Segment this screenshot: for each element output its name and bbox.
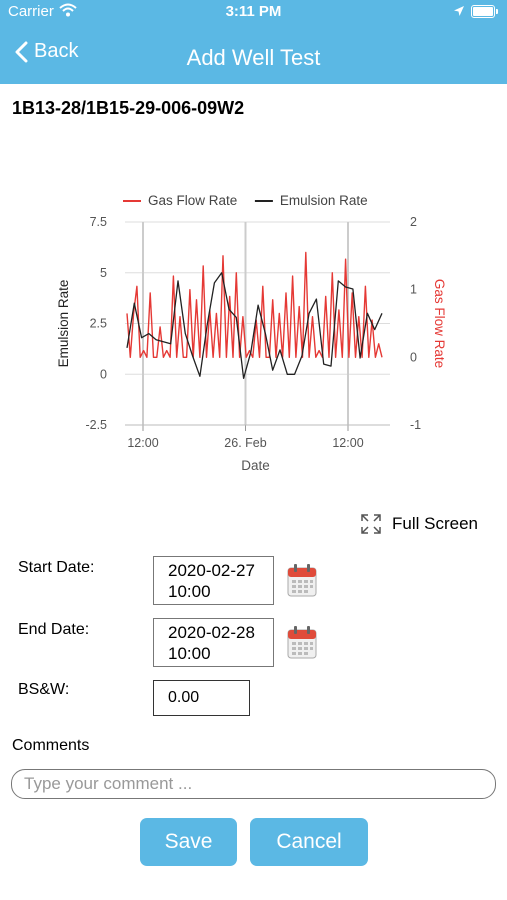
- legend-label: Gas Flow Rate: [148, 193, 237, 208]
- end-date-label: End Date:: [18, 621, 90, 638]
- y-left-tick-label: 0: [100, 367, 107, 381]
- emulsion-rate-series-line[interactable]: [126, 272, 383, 379]
- comments-label: Comments: [12, 737, 90, 754]
- x-tick-label: 12:00: [127, 436, 158, 450]
- well-identifier: 1B13-28/1B15-29-006-09W2: [12, 98, 245, 118]
- cancel-button[interactable]: Cancel: [250, 818, 368, 866]
- navigation-bar: Carrier 3:11 PM Back Add Well Test: [0, 0, 507, 84]
- battery-icon: [471, 5, 498, 18]
- start-date-field[interactable]: 2020-02-27 10:00: [153, 556, 274, 605]
- location-arrow-icon: [453, 4, 465, 21]
- clock: 3:11 PM: [225, 3, 282, 20]
- comment-input[interactable]: [11, 769, 496, 799]
- full-screen-button[interactable]: Full Screen: [360, 513, 478, 535]
- carrier-label: Carrier: [8, 3, 54, 20]
- full-screen-label: Full Screen: [392, 514, 478, 533]
- y-right-tick-label: -1: [410, 418, 421, 432]
- gas-flow-rate-series-line[interactable]: [126, 251, 383, 359]
- y-left-axis-title: Emulsion Rate: [56, 280, 71, 368]
- y-left-tick-label: 7.5: [90, 215, 107, 229]
- y-right-tick-label: 2: [410, 215, 417, 229]
- end-date-field[interactable]: 2020-02-28 10:00: [153, 618, 274, 667]
- x-tick-label: 26. Feb: [224, 436, 266, 450]
- status-bar: Carrier 3:11 PM: [0, 0, 507, 24]
- y-left-tick-label: 2.5: [90, 317, 107, 331]
- x-tick-label: 12:00: [332, 436, 363, 450]
- y-right-tick-label: 0: [410, 350, 417, 364]
- end-date-calendar-icon[interactable]: [286, 625, 318, 661]
- back-label: Back: [34, 40, 79, 62]
- y-left-tick-label: -2.5: [85, 418, 107, 432]
- bsw-field[interactable]: 0.00: [153, 680, 250, 716]
- page-title: Add Well Test: [186, 45, 321, 70]
- start-date-label: Start Date:: [18, 559, 95, 576]
- save-button[interactable]: Save: [140, 818, 237, 866]
- y-left-tick-label: 5: [100, 266, 107, 280]
- start-date-calendar-icon[interactable]: [286, 563, 318, 599]
- well-test-chart[interactable]: 7.5 5 2.5 0 -2.5 2 1 0 -1 12:00 26. Feb 12:00 Emulsi…: [40, 180, 480, 480]
- bsw-label: BS&W:: [18, 681, 70, 698]
- expand-icon: [361, 514, 381, 534]
- wifi-icon: [59, 3, 77, 21]
- y-right-axis-title: Gas Flow Rate: [432, 279, 447, 368]
- x-axis-title: Date: [241, 458, 270, 473]
- back-button[interactable]: Back: [14, 40, 78, 63]
- legend-label: Emulsion Rate: [280, 193, 368, 208]
- y-right-tick-label: 1: [410, 283, 417, 297]
- chevron-left-icon: [15, 41, 28, 62]
